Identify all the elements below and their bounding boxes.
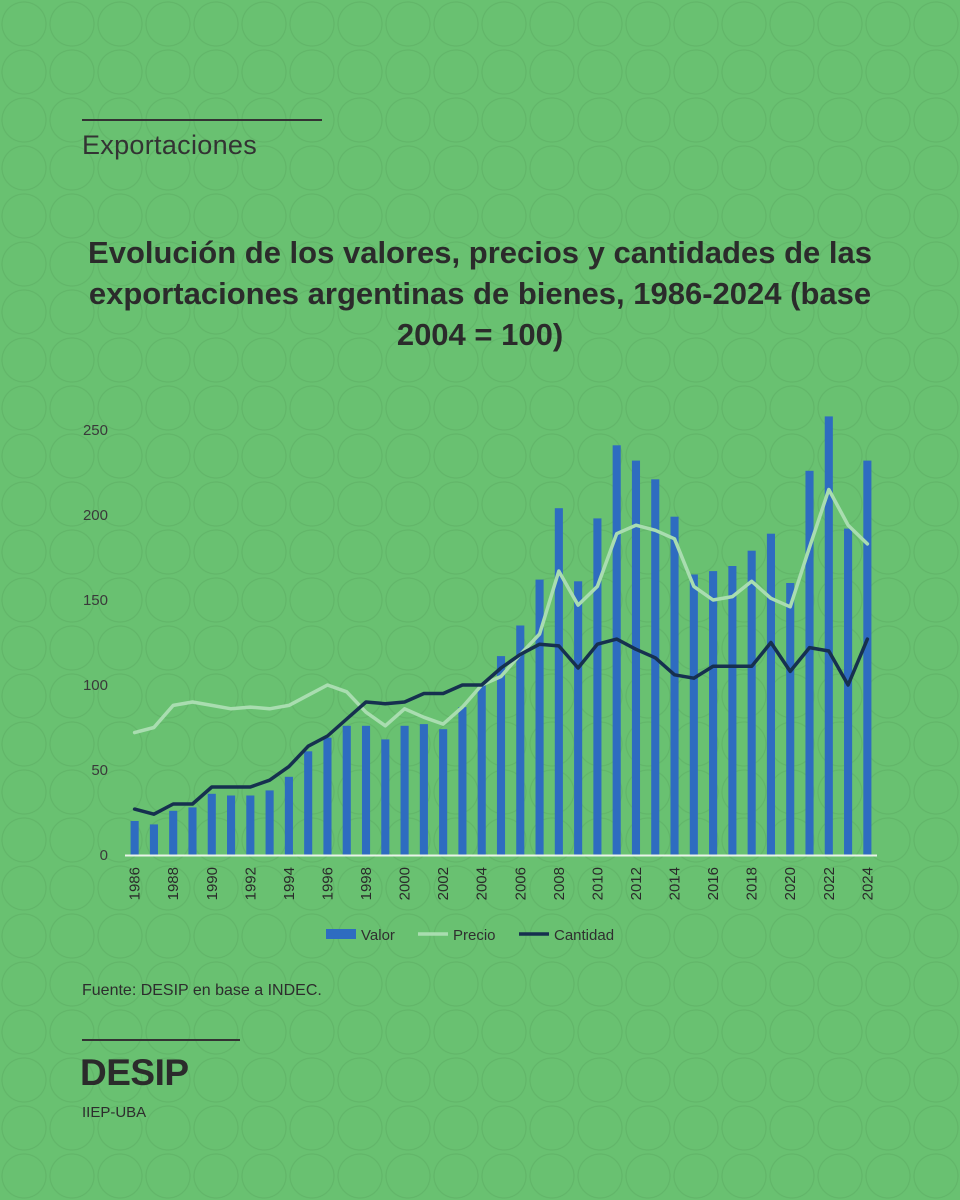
x-tick-label: 2016 xyxy=(705,867,722,900)
x-tick-label: 2018 xyxy=(744,867,761,900)
x-tick-label: 1996 xyxy=(319,867,336,900)
bar-valor xyxy=(149,824,158,855)
x-tick-label: 1986 xyxy=(127,867,144,900)
bar-valor xyxy=(361,725,371,855)
chart: 0 50 100 150 200 250 1986 1988 1990 1992 1994 1996 1… xyxy=(83,416,877,944)
top-rule xyxy=(82,119,322,121)
bar-valor xyxy=(631,460,641,855)
bar-valor xyxy=(844,528,853,855)
bar-valor xyxy=(284,776,293,855)
x-tick-label: 1994 xyxy=(281,867,298,900)
bar-valor xyxy=(535,579,544,855)
bar-valor xyxy=(246,795,255,855)
x-tick-label: 2020 xyxy=(782,867,799,900)
x-tick-label: 2000 xyxy=(397,867,414,900)
bar-valor xyxy=(496,656,506,855)
x-tick-label: 2024 xyxy=(859,867,876,900)
source-note: Fuente: DESIP en base a INDEC. xyxy=(82,982,322,999)
bar-valor xyxy=(728,566,737,855)
legend-swatch-valor xyxy=(326,929,356,939)
chart-title: Evolución de los valores, precios y cant… xyxy=(88,235,872,352)
y-tick-label: 0 xyxy=(100,847,108,864)
bar-valor xyxy=(863,460,872,855)
bar-valor xyxy=(400,725,409,855)
x-tick-label: 2004 xyxy=(474,867,491,900)
bar-valor xyxy=(265,790,274,855)
y-tick-label: 150 xyxy=(83,592,108,609)
bar-valor xyxy=(207,793,216,855)
x-tick-label: 2022 xyxy=(821,867,838,900)
bar-valor xyxy=(709,571,718,855)
x-tick-label: 2012 xyxy=(628,867,645,900)
bar-valor xyxy=(651,479,660,855)
bar-valor xyxy=(689,574,698,855)
bar-valor xyxy=(188,807,197,855)
bar-valor xyxy=(458,707,467,855)
bar-valor xyxy=(169,810,178,855)
bar-valor xyxy=(786,583,795,855)
bar-valor xyxy=(824,416,833,855)
bar-valor xyxy=(477,685,486,855)
y-tick-label: 200 xyxy=(83,507,108,524)
footer-rule xyxy=(82,1039,240,1041)
bar-valor xyxy=(766,533,775,855)
bar-valor xyxy=(439,729,448,855)
bar-valor xyxy=(612,445,621,855)
bar-valor xyxy=(805,470,814,855)
bar-valor xyxy=(747,550,756,855)
line-precio xyxy=(132,487,870,735)
y-tick-label: 250 xyxy=(83,422,108,439)
bar-valor xyxy=(419,724,428,855)
section-label: Exportaciones xyxy=(82,130,257,160)
x-tick-label: 1990 xyxy=(204,867,221,900)
x-tick-label: 1988 xyxy=(165,867,182,900)
x-tick-label: 1992 xyxy=(242,867,259,900)
x-tick-label: 1998 xyxy=(358,867,375,900)
bar-valor xyxy=(304,751,313,855)
bar-valor xyxy=(323,737,332,855)
x-tick-label: 2006 xyxy=(512,867,529,900)
bar-valor xyxy=(554,508,563,855)
legend-label-cantidad: Cantidad xyxy=(554,927,614,944)
bar-valor xyxy=(574,581,583,855)
x-tick-label: 2014 xyxy=(667,867,684,900)
line-cantidad xyxy=(132,637,870,816)
brand-logo: DESIP xyxy=(80,1052,189,1093)
x-tick-label: 2008 xyxy=(551,867,568,900)
x-tick-label: 2002 xyxy=(435,867,452,900)
y-tick-label: 100 xyxy=(83,677,108,694)
legend-label-precio: Precio xyxy=(453,927,496,944)
y-tick-label: 50 xyxy=(91,762,108,779)
bar-valor xyxy=(227,795,236,855)
bar-valor xyxy=(670,516,679,855)
bar-valor xyxy=(381,739,390,855)
bar-valor xyxy=(516,625,525,855)
bar-valor xyxy=(593,518,602,855)
bar-valor xyxy=(130,821,139,855)
bar-valor xyxy=(342,725,351,855)
x-tick-label: 2010 xyxy=(589,867,606,900)
legend-label-valor: Valor xyxy=(361,927,395,944)
brand-subtitle: IIEP-UBA xyxy=(82,1104,147,1121)
